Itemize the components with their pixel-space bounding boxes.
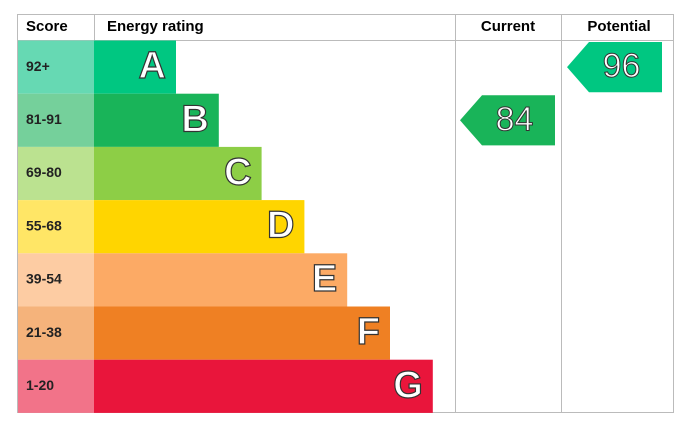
rating-letter: C — [224, 152, 251, 194]
rating-bar — [94, 359, 433, 413]
rating-bar — [94, 306, 390, 360]
rating-bar — [94, 93, 219, 147]
header-score: Score — [26, 18, 68, 35]
rating-bar — [94, 253, 348, 307]
current-arrow — [460, 95, 555, 146]
rating-letter: B — [181, 98, 208, 140]
score-label: 92+ — [26, 58, 50, 74]
header-current: Current — [481, 18, 535, 35]
score-cell — [18, 253, 94, 307]
header-potential: Potential — [587, 18, 650, 35]
score-cell — [18, 306, 94, 360]
score-cell — [18, 200, 94, 254]
score-cell — [18, 359, 94, 413]
score-label: 55-68 — [26, 217, 62, 233]
rating-bar — [94, 40, 176, 94]
score-cell — [18, 40, 94, 94]
score-label: 21-38 — [26, 324, 62, 340]
potential-value: 96 — [603, 47, 641, 85]
rating-bar — [94, 200, 305, 254]
rating-letter: A — [139, 45, 166, 87]
current-value: 84 — [496, 100, 534, 138]
score-label: 1-20 — [26, 377, 54, 393]
rating-letter: D — [267, 205, 294, 247]
rating-letter: G — [393, 364, 423, 406]
rating-letter: E — [312, 258, 337, 300]
score-label: 39-54 — [26, 271, 62, 287]
score-label: 81-91 — [26, 111, 62, 127]
header-rating: Energy rating — [107, 18, 204, 35]
potential-arrow — [567, 42, 662, 93]
score-cell — [18, 146, 94, 201]
rating-bar — [94, 146, 262, 201]
score-cell — [18, 93, 94, 147]
rating-letter: F — [357, 311, 380, 353]
score-label: 69-80 — [26, 164, 62, 180]
